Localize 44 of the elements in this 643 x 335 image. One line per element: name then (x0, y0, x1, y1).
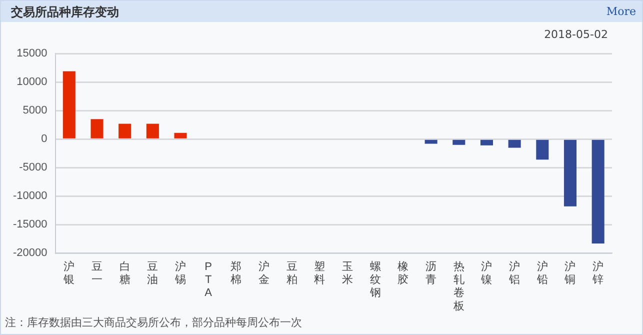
x-tick-label: 螺纹钢 (368, 260, 381, 300)
x-tick-label: 橡胶 (398, 260, 409, 286)
y-tick-label: -20000 (12, 247, 48, 260)
bar (90, 119, 104, 138)
x-tick-label: 玉米 (342, 260, 354, 286)
bar (118, 124, 132, 138)
y-tick-label: -10000 (12, 190, 48, 202)
x-tick-label: 沪锌 (592, 260, 604, 286)
bar (62, 71, 76, 138)
y-tick-label: -5000 (19, 162, 48, 174)
x-tick-label: PTA (204, 260, 213, 300)
x-tick-label: 沪金 (258, 260, 270, 286)
x-tick-label: 塑料 (314, 260, 326, 286)
bar (592, 140, 604, 244)
x-tick-label: 沪铜 (564, 260, 576, 286)
y-tick-label: 0 (41, 133, 48, 146)
y-tick-label: -15000 (12, 218, 48, 231)
x-tick-label: 沥青 (426, 260, 437, 286)
bar (452, 140, 466, 145)
chart-subtitle: 2018-05-02 (544, 28, 608, 41)
x-tick-label: 豆粕 (286, 260, 298, 286)
bar (508, 140, 521, 148)
x-tick-label: 白糖 (119, 260, 130, 286)
bar (174, 132, 187, 138)
text: More (606, 5, 636, 18)
chart-title: 交易所品种库存变动 (11, 4, 119, 21)
x-tick-label: 热轧卷板 (452, 260, 464, 312)
y-tick-label: 15000 (16, 48, 48, 60)
y-tick-label: 5000 (22, 104, 48, 117)
x-tick-label: 沪铅 (536, 260, 548, 286)
bar (480, 140, 493, 146)
y-tick-label: 10000 (16, 76, 48, 88)
bar (424, 140, 438, 144)
x-tick-label: 豆油 (147, 260, 158, 286)
x-tick-label: 郑棉 (230, 260, 242, 286)
bar (564, 140, 577, 206)
x-tick-label: 沪镍 (480, 260, 492, 286)
x-tick-label: 豆一 (92, 260, 103, 286)
bar (146, 124, 159, 138)
bar (536, 140, 549, 160)
x-tick-label: 沪银 (62, 260, 75, 286)
x-tick-label: 沪铝 (508, 260, 520, 286)
x-tick-label: 沪锡 (174, 260, 186, 286)
text: 注：库存数据由三大商品交易所公布，部分品种每周公布一次 (5, 315, 302, 330)
